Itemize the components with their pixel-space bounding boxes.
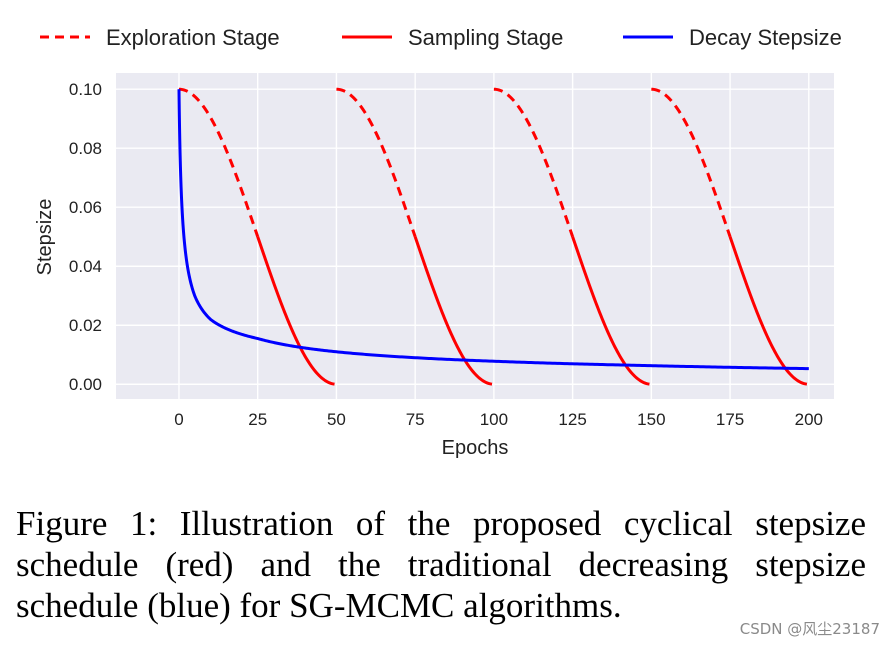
legend: Exploration Stage Sampling Stage Decay S… bbox=[40, 25, 842, 50]
exploration-stage-line bbox=[178, 87, 260, 238]
y-tick-label: 0.02 bbox=[69, 316, 102, 335]
sampling-stage-line bbox=[413, 236, 493, 386]
x-tick-label: 25 bbox=[248, 410, 267, 429]
legend-label-exploration: Exploration Stage bbox=[106, 25, 280, 50]
sampling-stage-line bbox=[728, 236, 808, 386]
y-tick-label: 0.04 bbox=[69, 257, 102, 276]
sampling-stage-line bbox=[571, 236, 650, 386]
sampling-stage-line bbox=[256, 236, 335, 386]
x-tick-label: 0 bbox=[174, 410, 183, 429]
x-tick-label: 100 bbox=[480, 410, 508, 429]
x-tick-label: 150 bbox=[637, 410, 665, 429]
x-tick-label: 50 bbox=[327, 410, 346, 429]
x-tick-labels: 0 25 50 75 100 125 150 175 200 bbox=[174, 410, 823, 429]
exploration-stage-line bbox=[493, 87, 575, 238]
y-tick-label: 0.08 bbox=[69, 139, 102, 158]
series-layer bbox=[177, 87, 809, 386]
x-axis-label: Epochs bbox=[442, 437, 509, 459]
y-tick-labels: 0.00 0.02 0.04 0.06 0.08 0.10 bbox=[69, 80, 102, 394]
legend-label-decay: Decay Stepsize bbox=[689, 25, 842, 50]
exploration-stage-line bbox=[336, 87, 417, 238]
decay-stepsize-line bbox=[177, 89, 809, 371]
x-tick-label: 175 bbox=[716, 410, 744, 429]
x-tick-label: 75 bbox=[406, 410, 425, 429]
legend-label-sampling: Sampling Stage bbox=[408, 25, 563, 50]
y-tick-label: 0.10 bbox=[69, 80, 102, 99]
exploration-stage-line bbox=[651, 87, 732, 238]
watermark: CSDN @风尘23187 bbox=[739, 620, 880, 638]
y-tick-label: 0.00 bbox=[69, 375, 102, 394]
figure-caption: Figure 1: Illustration of the proposed c… bbox=[16, 504, 866, 625]
plot-area bbox=[116, 73, 834, 399]
y-axis-label: Stepsize bbox=[34, 199, 56, 276]
chart: Exploration Stage Sampling Stage Decay S… bbox=[34, 25, 842, 459]
y-tick-label: 0.06 bbox=[69, 198, 102, 217]
x-tick-label: 200 bbox=[795, 410, 823, 429]
x-tick-label: 125 bbox=[558, 410, 586, 429]
grid bbox=[116, 73, 834, 399]
